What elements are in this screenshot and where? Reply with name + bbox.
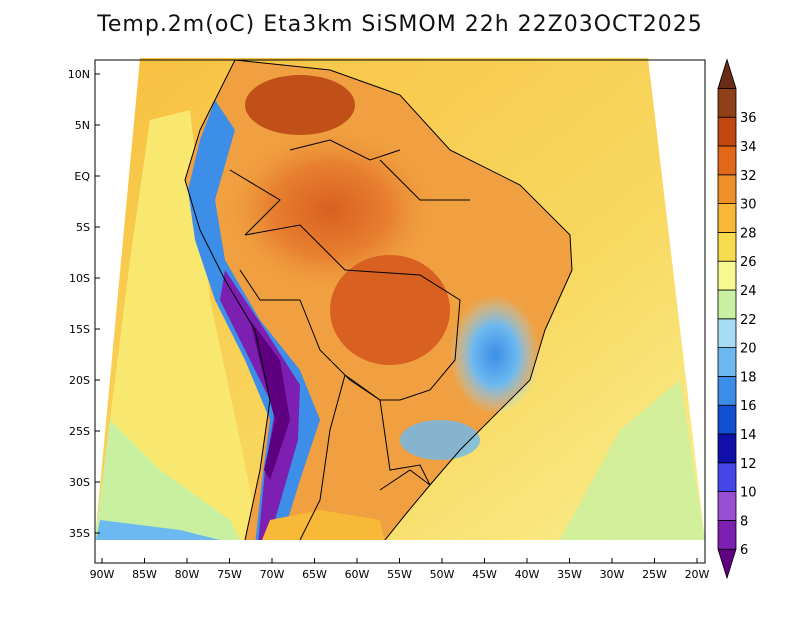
map-title: Temp.2m(oC) Eta3km SiSMOM 22h 22Z03OCT20… xyxy=(97,12,703,37)
colorbar-label: 16 xyxy=(740,399,757,414)
colorbar-label: 36 xyxy=(740,111,757,126)
lon-tick-label: 60W xyxy=(345,568,370,581)
colorbar-label: 32 xyxy=(740,169,757,184)
colorbar-segment xyxy=(717,491,737,521)
lat-tick-label: EQ xyxy=(74,170,90,183)
colorbar-segment xyxy=(717,404,737,435)
colorbar-label: 14 xyxy=(740,428,757,443)
colorbar-label: 6 xyxy=(740,543,748,558)
latitude-axis: 10N 5N EQ 5S 10S 15S 20S 25S 30S 35S xyxy=(68,68,100,540)
lat-tick-label: 35S xyxy=(69,527,90,540)
colorbar-high-triangle xyxy=(717,58,737,89)
lon-tick-label: 30W xyxy=(600,568,625,581)
colorbar-label: 30 xyxy=(740,198,757,213)
colorbar-label: 20 xyxy=(740,342,757,357)
colorbar-segment xyxy=(717,116,737,147)
colorbar-segment xyxy=(717,203,737,233)
colorbar-label: 12 xyxy=(740,457,757,472)
colorbar-segment xyxy=(717,174,737,205)
lon-tick-label: 75W xyxy=(217,568,242,581)
colorbar-segment xyxy=(717,433,737,464)
lat-tick-label: 5N xyxy=(75,119,90,132)
colorbar-low-triangle xyxy=(717,548,737,580)
map-frame xyxy=(94,59,706,564)
lon-tick-label: 70W xyxy=(260,568,285,581)
lat-tick-label: 30S xyxy=(69,476,90,489)
lat-tick-label: 5S xyxy=(76,221,90,234)
lat-tick-label: 20S xyxy=(69,374,90,387)
colorbar: 6 8 10 12 14 16 18 20 22 24 26 28 30 32 34 36 xyxy=(717,58,757,580)
colorbar-label: 24 xyxy=(740,284,757,299)
lon-tick-label: 90W xyxy=(90,568,115,581)
colorbar-segment xyxy=(717,260,737,291)
colorbar-label: 18 xyxy=(740,370,757,385)
lon-tick-label: 20W xyxy=(685,568,710,581)
lat-tick-label: 10S xyxy=(69,272,90,285)
colorbar-label: 22 xyxy=(740,313,757,328)
lon-tick-label: 50W xyxy=(430,568,455,581)
colorbar-label: 10 xyxy=(740,486,757,501)
country-borders xyxy=(184,59,573,540)
colorbar-label: 28 xyxy=(740,226,757,241)
map-field xyxy=(95,58,705,540)
colorbar-segment xyxy=(717,347,737,377)
lon-tick-label: 85W xyxy=(132,568,157,581)
lat-tick-label: 25S xyxy=(69,425,90,438)
lon-tick-label: 40W xyxy=(515,568,540,581)
colorbar-segment xyxy=(717,145,737,176)
colorbar-segment xyxy=(717,375,737,406)
lon-tick-label: 80W xyxy=(175,568,200,581)
colorbar-segment xyxy=(717,462,737,492)
lon-tick-label: 35W xyxy=(557,568,582,581)
longitude-axis: 90W 85W 80W 75W 70W 65W 60W 55W 50W 45W 40W 35W 30W 2… xyxy=(90,558,710,581)
colorbar-label: 26 xyxy=(740,255,757,270)
colorbar-segment xyxy=(717,231,737,262)
colorbar-segment xyxy=(717,318,737,348)
colorbar-label: 34 xyxy=(740,140,757,155)
colorbar-segment xyxy=(717,289,737,320)
lon-tick-label: 65W xyxy=(302,568,327,581)
colorbar-segment xyxy=(717,88,737,118)
lon-tick-label: 45W xyxy=(472,568,497,581)
lon-tick-label: 25W xyxy=(642,568,667,581)
lat-tick-label: 10N xyxy=(68,68,90,81)
lon-tick-label: 55W xyxy=(387,568,412,581)
lat-tick-label: 15S xyxy=(69,323,90,336)
colorbar-label: 8 xyxy=(740,514,748,529)
colorbar-segment xyxy=(717,520,737,550)
